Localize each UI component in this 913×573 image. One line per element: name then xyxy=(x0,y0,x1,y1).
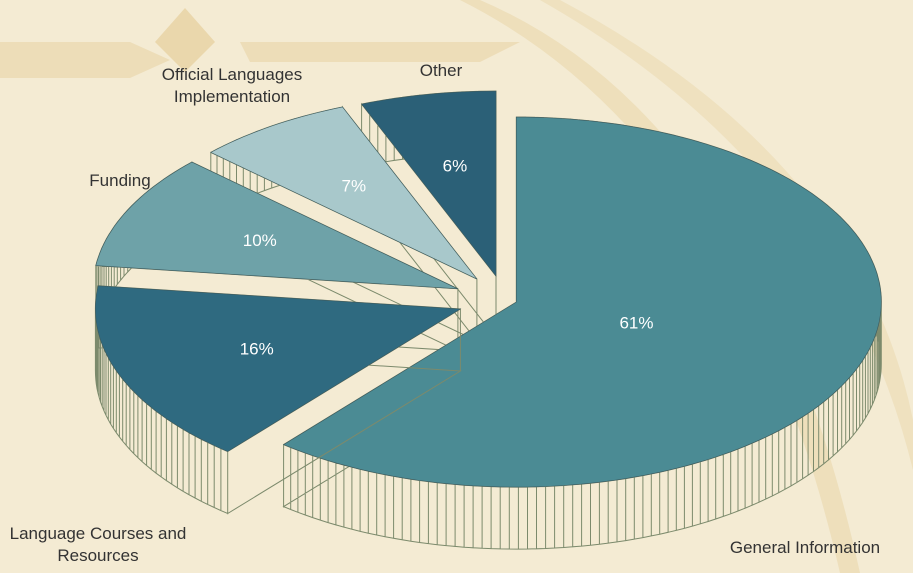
slice xyxy=(361,90,497,277)
slice xyxy=(210,106,478,280)
category-label: General Information xyxy=(729,538,881,557)
value-label: 7% xyxy=(342,177,367,196)
category-label: Funding xyxy=(89,171,151,190)
value-label: 10% xyxy=(243,231,277,250)
category-label: Other xyxy=(419,61,463,80)
pie: 6% 7% 10% 61% 16% xyxy=(94,90,882,550)
category-label: Official Languages Implementation xyxy=(161,65,303,106)
value-label: 61% xyxy=(619,313,653,332)
value-label: 6% xyxy=(443,157,468,176)
slice xyxy=(95,161,459,290)
value-label: 16% xyxy=(240,339,274,358)
category-label: Language Courses and Resources xyxy=(9,524,187,565)
slice xyxy=(95,285,462,452)
slice xyxy=(282,116,882,488)
